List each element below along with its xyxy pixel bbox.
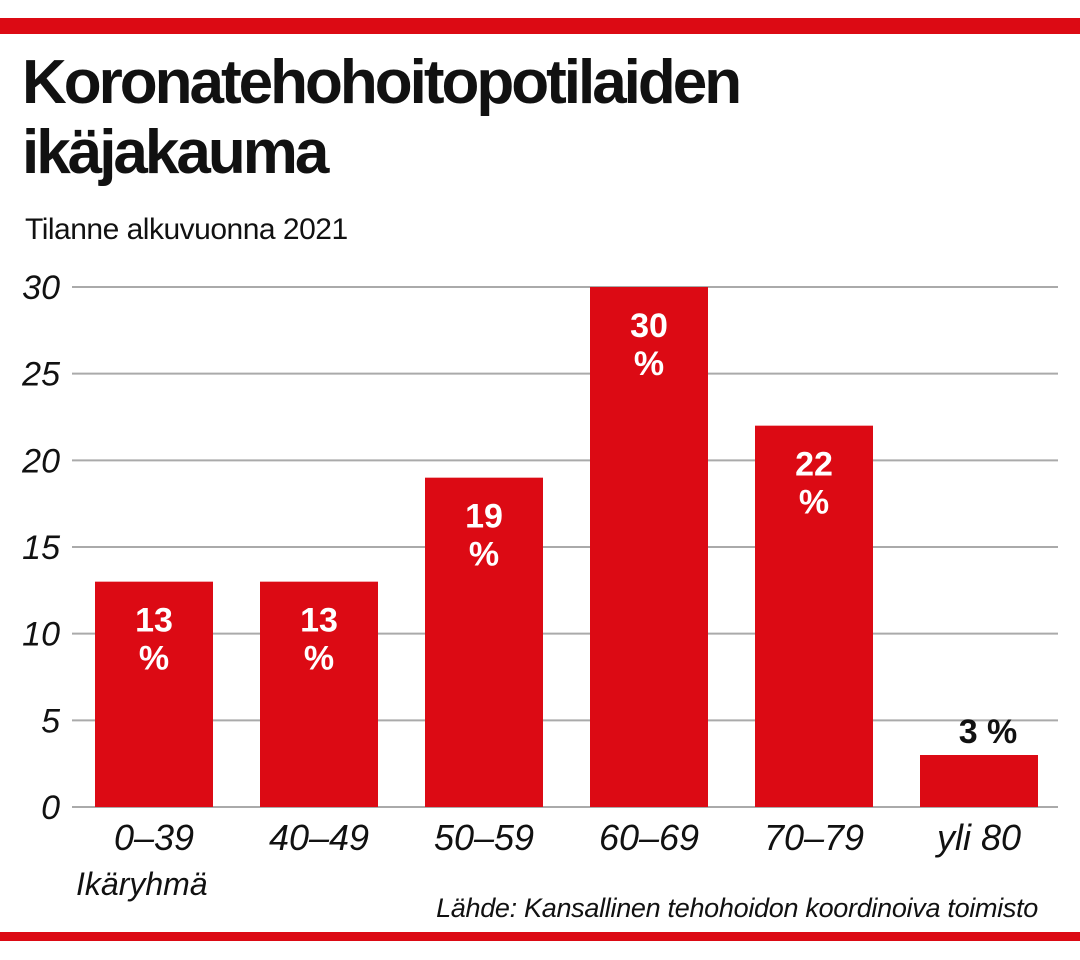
value-label: 22%	[795, 446, 833, 522]
y-tick-label: 20	[21, 442, 60, 480]
gridlines	[72, 286, 1058, 808]
x-category-label: 70–79	[764, 817, 864, 858]
bar-0–39	[95, 581, 213, 807]
chart-subtitle: Tilanne alkuvuonna 2021	[25, 213, 348, 246]
bar-50–59	[425, 477, 543, 807]
x-axis-title: Ikäryhmä	[76, 866, 208, 902]
bar-40–49	[260, 581, 378, 807]
y-tick-label: 25	[21, 356, 60, 394]
bar-60–69	[590, 287, 708, 807]
value-labels: 13 % 13 % 19 % 30 % 22 % 3 %	[135, 307, 1017, 751]
chart-title: Koronatehohoitopotilaiden ikäjakauma	[22, 48, 1062, 188]
bottom-accent-rule	[0, 932, 1080, 941]
chart-title-line-1: Koronatehohoitopotilaiden	[22, 48, 742, 117]
source-credit: Lähde: Kansallinen tehohoidon koordinoiv…	[436, 893, 1038, 923]
y-axis-ticks: 0 5 10 15 20 25 30	[21, 269, 60, 827]
bars	[95, 287, 1038, 807]
top-accent-rule	[0, 18, 1080, 34]
value-label: 19%	[465, 498, 503, 574]
x-axis-categories: 0–39 40–49 50–59 60–69 70–79 yli 80	[114, 817, 1021, 858]
value-label: 30%	[630, 307, 668, 383]
y-tick-label: 30	[22, 269, 60, 307]
value-label: 13%	[300, 602, 338, 678]
y-tick-label: 5	[41, 702, 60, 740]
x-category-label: 50–59	[434, 817, 534, 858]
value-label: 3 %	[959, 713, 1018, 751]
x-category-label: 40–49	[269, 817, 369, 858]
y-tick-label: 0	[41, 789, 60, 827]
bar-yli 80	[920, 755, 1038, 807]
x-category-label: 0–39	[114, 817, 194, 858]
y-tick-label: 15	[22, 529, 60, 567]
y-tick-label: 10	[22, 616, 60, 654]
value-label: 13%	[135, 602, 173, 678]
chart-title-line-2: ikäjakauma	[22, 118, 329, 187]
x-category-label: 60–69	[599, 817, 699, 858]
x-category-label: yli 80	[934, 817, 1021, 858]
bar-70–79	[755, 425, 873, 807]
